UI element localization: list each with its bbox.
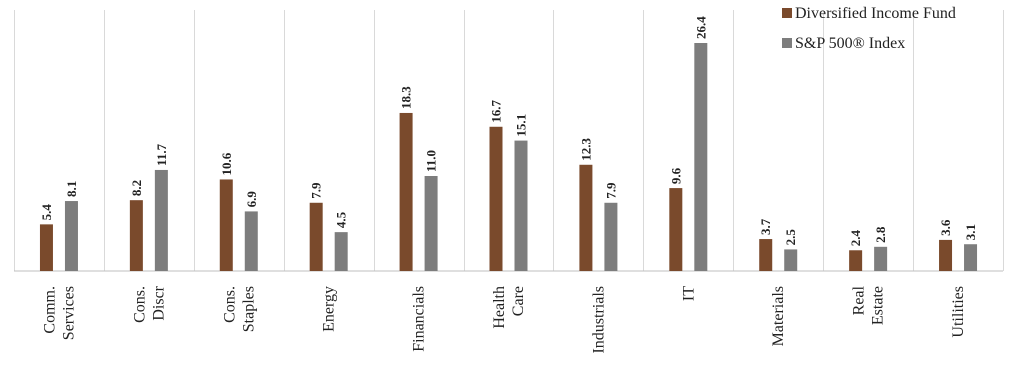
data-label: 2.4 xyxy=(848,230,863,247)
data-label: 12.3 xyxy=(578,138,593,161)
data-label: 8.1 xyxy=(64,181,79,197)
category-separators xyxy=(14,10,1004,271)
data-labels-group: 5.4 8.1 8.2 11.7 10.6 6.9 7.9 4.5 18.3 11.0 16.7 15… xyxy=(39,16,978,247)
data-label: 6.9 xyxy=(244,191,259,208)
data-label: 18.3 xyxy=(399,86,414,109)
x-tick-label: Utilities xyxy=(950,286,967,338)
bar-fund xyxy=(489,126,503,271)
bar-index xyxy=(244,211,258,271)
x-tick-label-line: Estate xyxy=(870,286,887,325)
x-tick-labels-group: Comm. Services Cons. Discr Cons. Staples Energ… xyxy=(41,285,967,353)
bar-index xyxy=(424,176,438,271)
legend-swatch xyxy=(782,8,792,18)
x-tick-label: Cons. Staples xyxy=(221,286,257,332)
bar-fund xyxy=(309,202,323,271)
x-tick-label-line: Cons. xyxy=(131,286,148,323)
data-label: 8.2 xyxy=(129,180,144,196)
data-label: 10.6 xyxy=(219,152,234,175)
x-tick-label-line: Comm. xyxy=(41,286,58,334)
data-label: 2.5 xyxy=(783,229,798,246)
data-label: 5.4 xyxy=(39,204,54,221)
bar-fund xyxy=(219,179,233,271)
bar-index xyxy=(784,249,798,271)
data-label: 15.1 xyxy=(514,114,529,137)
x-tick-label-line: Health xyxy=(491,286,508,329)
bar-index xyxy=(64,201,78,271)
x-tick-label-line: Services xyxy=(60,286,77,340)
bar-fund xyxy=(759,239,773,271)
x-tick-label-line: Real xyxy=(851,285,868,315)
bar-index xyxy=(694,43,708,271)
legend-label: Diversified Income Fund xyxy=(795,5,956,22)
x-tick-label-line: Energy xyxy=(321,286,338,332)
x-tick-label: Financials xyxy=(411,286,428,352)
bar-fund xyxy=(849,250,863,271)
data-label: 3.1 xyxy=(963,224,978,240)
x-tick-label-line: Industrials xyxy=(590,286,607,354)
data-label: 4.5 xyxy=(334,211,349,228)
bar-index xyxy=(154,169,168,271)
data-label: 2.8 xyxy=(873,226,888,243)
bar-index xyxy=(964,244,978,271)
legend-swatch xyxy=(782,38,792,48)
bar-index xyxy=(514,140,528,271)
x-tick-label: Industrials xyxy=(590,286,607,354)
x-tick-label: Materials xyxy=(770,286,787,346)
data-label: 3.6 xyxy=(938,219,953,236)
x-tick-label-line: Materials xyxy=(770,286,787,346)
bar-fund xyxy=(399,112,413,271)
data-label: 16.7 xyxy=(489,100,504,123)
bar-fund xyxy=(669,188,683,271)
x-tick-label-line: IT xyxy=(680,286,697,301)
data-label: 3.7 xyxy=(758,218,773,235)
x-tick-label: IT xyxy=(680,286,697,301)
x-tick-label-line: Cons. xyxy=(221,286,238,323)
x-tick-label: Health Care xyxy=(491,286,527,329)
bar-index xyxy=(334,232,348,271)
x-tick-label-line: Care xyxy=(510,286,527,316)
x-tick-label-line: Utilities xyxy=(950,286,967,338)
x-tick-label-line: Financials xyxy=(411,286,428,352)
bar-fund xyxy=(39,224,53,271)
x-tick-label: Energy xyxy=(321,286,338,332)
x-tick-label: Comm. Services xyxy=(41,286,77,340)
bar-index xyxy=(874,246,888,271)
bar-fund xyxy=(579,164,593,271)
legend: Diversified Income Fund S&P 500® Index xyxy=(782,5,956,52)
x-tick-label: Real Estate xyxy=(851,285,887,325)
bar-index xyxy=(604,202,618,271)
bars-group xyxy=(39,43,978,271)
data-label: 11.7 xyxy=(154,143,169,166)
data-label: 26.4 xyxy=(693,16,708,39)
data-label: 7.9 xyxy=(603,182,618,199)
bar-fund xyxy=(129,200,143,271)
x-tick-label-line: Discr xyxy=(150,285,167,320)
x-tick-label-line: Staples xyxy=(240,286,257,332)
data-label: 9.6 xyxy=(668,167,683,184)
bar-fund xyxy=(939,239,953,271)
x-tick-label: Cons. Discr xyxy=(131,285,167,323)
legend-label: S&P 500® Index xyxy=(795,35,905,52)
data-label: 11.0 xyxy=(424,150,439,172)
data-label: 7.9 xyxy=(309,182,324,199)
